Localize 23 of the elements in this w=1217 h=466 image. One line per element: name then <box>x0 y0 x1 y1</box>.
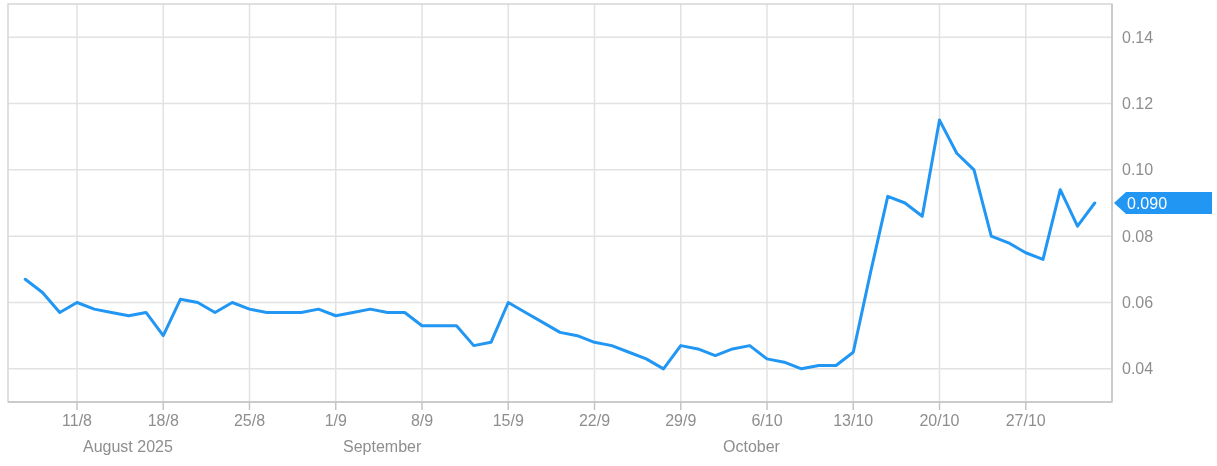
line-series <box>23 118 1097 371</box>
x-tick-label: 20/10 <box>919 412 960 429</box>
text: October <box>723 438 781 455</box>
x-tick-label: 29/9 <box>665 412 697 429</box>
y-tick-label: 0.08 <box>1122 227 1154 245</box>
y-tick-label: 0.12 <box>1122 95 1154 113</box>
x-tick-label: 1/9 <box>324 412 347 429</box>
x-tick-label: 8/9 <box>410 412 434 429</box>
text: August 2025 <box>83 438 173 455</box>
text: 0.090 <box>1127 194 1168 212</box>
x-tick-label: 15/9 <box>492 412 524 429</box>
x-tick-label: 18/8 <box>147 412 179 429</box>
x-tick-label: 13/10 <box>833 412 874 429</box>
x-tick-label: 6/10 <box>751 412 783 429</box>
x-tick-label: 11/8 <box>62 412 93 429</box>
y-tick-label: 0.10 <box>1122 161 1154 179</box>
y-tick-label: 0.14 <box>1122 28 1154 46</box>
y-tick-label: 0.04 <box>1122 360 1154 378</box>
x-tick-label: 27/10 <box>1005 412 1046 429</box>
x-tick-label: 25/8 <box>233 412 266 429</box>
x-tick-label: 22/9 <box>578 412 611 429</box>
y-tick-label: 0.06 <box>1122 294 1154 312</box>
text: September <box>343 438 422 455</box>
